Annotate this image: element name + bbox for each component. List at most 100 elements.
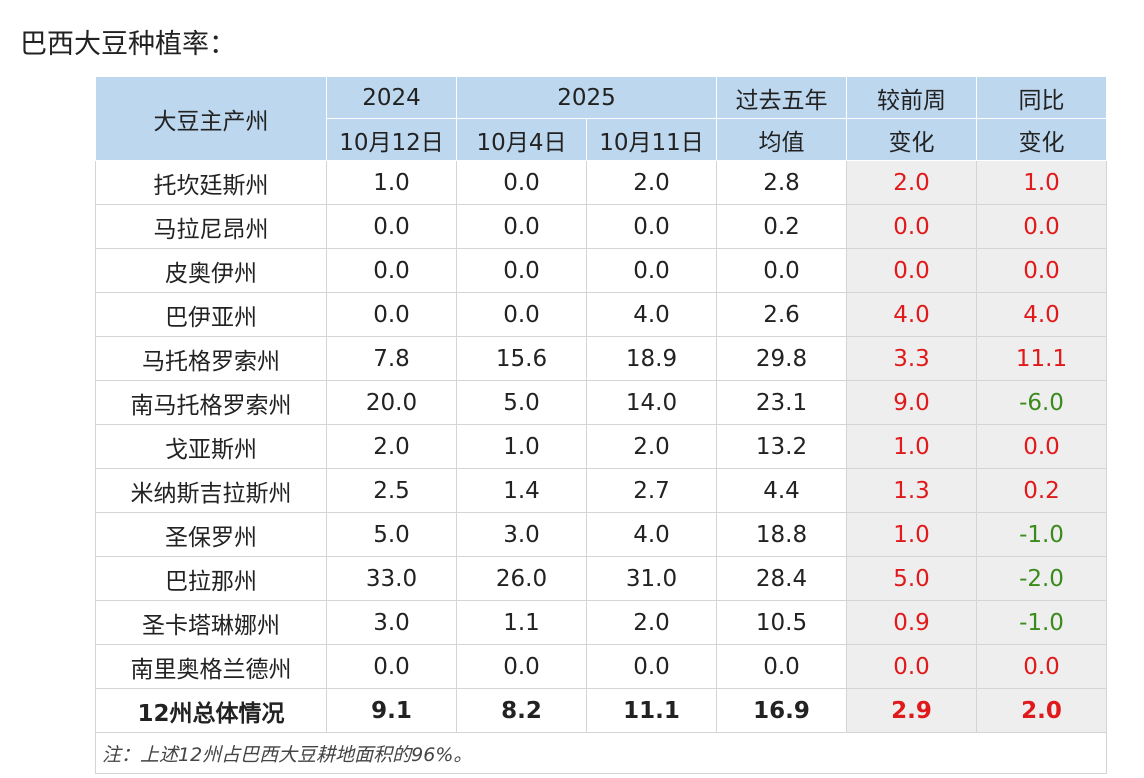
table-cell: 皮奥伊州 [95,248,327,293]
table-cell: 0.0 [456,160,587,205]
table-cell: 0.0 [326,204,457,249]
table-cell: 0.0 [585,204,718,249]
table-cell: 0.0 [976,204,1108,249]
table-cell: 2.8 [716,160,848,205]
table-row: 圣卡塔琳娜州 3.0 1.1 2.0 10.5 0.9 -1.0 [95,600,1108,645]
table-cell: 南马托格罗索州 [95,380,327,425]
table-row: 托坎廷斯州 1.0 0.0 2.0 2.8 2.0 1.0 [95,160,1108,205]
table-cell: 15.6 [456,336,587,381]
table-row: 12州总体情况 9.1 8.2 11.1 16.9 2.9 2.0 [95,688,1108,733]
table-cell: 13.2 [716,424,848,469]
table-cell: 0.0 [716,248,848,293]
table-cell: 0.0 [456,292,587,337]
table-row: 马拉尼昂州 0.0 0.0 0.0 0.2 0.0 0.0 [95,204,1108,249]
table-cell: 0.0 [976,424,1108,469]
table-cell: 米纳斯吉拉斯州 [95,468,327,513]
table-row: 皮奥伊州 0.0 0.0 0.0 0.0 0.0 0.0 [95,248,1108,293]
table-cell: 0.2 [976,468,1108,513]
table-cell: 0.0 [326,644,457,689]
table-row: 马托格罗索州 7.8 15.6 18.9 29.8 3.3 11.1 [95,336,1108,381]
table-cell: 1.1 [456,600,587,645]
table-row: 戈亚斯州 2.0 1.0 2.0 13.2 1.0 0.0 [95,424,1108,469]
table-cell: 2.9 [846,688,978,733]
table-cell: 4.0 [976,292,1108,337]
table-cell: 5.0 [456,380,587,425]
table-cell: 0.0 [456,644,587,689]
table-cell: 8.2 [456,688,587,733]
table-cell: 16.9 [716,688,848,733]
table-cell: 戈亚斯州 [95,424,327,469]
table-cell: 2.6 [716,292,848,337]
note-row: 注：上述12州占巴西大豆耕地面积的96%。 [94,732,1108,774]
header-cell: 变化 [976,118,1108,161]
table-cell: 3.0 [326,600,457,645]
header-cell: 均值 [716,118,848,161]
table-row: 南里奥格兰德州 0.0 0.0 0.0 0.0 0.0 0.0 [95,644,1108,689]
table-cell: 18.8 [716,512,848,557]
note: 注：上述12州占巴西大豆耕地面积的96%。 [94,732,1108,774]
table-cell: 0.0 [846,204,978,249]
table-cell: -6.0 [976,380,1108,425]
table-cell: 1.0 [976,160,1108,205]
table-cell: 10.5 [716,600,848,645]
header-cell: 2024 [326,76,457,119]
table-cell: 0.0 [456,248,587,293]
table-cell: 31.0 [585,556,718,601]
table-cell: -2.0 [976,556,1108,601]
table-cell: 1.0 [326,160,457,205]
header-cell: 较前周 [846,76,978,119]
table-cell: 2.5 [326,468,457,513]
table-row: 米纳斯吉拉斯州 2.5 1.4 2.7 4.4 1.3 0.2 [95,468,1108,513]
table-cell: 9.0 [846,380,978,425]
table-cell: 4.4 [716,468,848,513]
table-cell: 7.8 [326,336,457,381]
table-cell: 11.1 [976,336,1108,381]
table-cell: 9.1 [326,688,457,733]
table-cell: 26.0 [456,556,587,601]
table-row: 圣保罗州 5.0 3.0 4.0 18.8 1.0 -1.0 [95,512,1108,557]
table-cell: 巴伊亚州 [95,292,327,337]
table-cell: 4.0 [846,292,978,337]
table-cell: 2.0 [585,160,718,205]
table-cell: 20.0 [326,380,457,425]
table-cell: 巴拉那州 [95,556,327,601]
table-cell: 28.4 [716,556,848,601]
title: 巴西大豆种植率： [20,29,236,60]
table-cell: 11.1 [585,688,718,733]
table-cell: 0.0 [846,644,978,689]
table-cell: 5.0 [846,556,978,601]
header-cell: 大豆主产州 [95,76,327,161]
table-cell: -1.0 [976,512,1108,557]
table-cell: 0.0 [456,204,587,249]
table-cell: 4.0 [585,292,718,337]
table-cell: 33.0 [326,556,457,601]
header-cell: 同比 [976,76,1108,119]
table-cell: 0.2 [716,204,848,249]
header-row: 10月12日 10月4日 10月11日 均值 变化 变化 [96,118,1108,161]
header-cell: 变化 [846,118,978,161]
table-cell: 1.3 [846,468,978,513]
table-cell: 0.0 [585,644,718,689]
header-cell: 10月12日 [326,118,457,161]
table-cell: 0.0 [326,292,457,337]
table-cell: 2.0 [976,688,1108,733]
table-cell: 圣卡塔琳娜州 [95,600,327,645]
table-cell: 2.7 [585,468,718,513]
table-cell: 2.0 [846,160,978,205]
table-row: 巴伊亚州 0.0 0.0 4.0 2.6 4.0 4.0 [95,292,1108,337]
header-cell: 过去五年 [716,76,848,119]
table-cell: 1.4 [456,468,587,513]
table-cell: 1.0 [846,424,978,469]
table-cell: 马拉尼昂州 [95,204,327,249]
table-cell: 1.0 [456,424,587,469]
table-cell: 0.9 [846,600,978,645]
table-cell: 0.0 [326,248,457,293]
table-cell: 0.0 [716,644,848,689]
planting-table: 大豆主产州 2024 2025 过去五年 较前周 同比 10月12日 10月4日 10月11日均… [94,76,1108,774]
table-cell: 0.0 [846,248,978,293]
table-cell: 12州总体情况 [95,688,327,733]
table-cell: 23.1 [716,380,848,425]
table-row: 南马托格罗索州 20.0 5.0 14.0 23.1 9.0 -6.0 [95,380,1108,425]
table-cell: 圣保罗州 [95,512,327,557]
